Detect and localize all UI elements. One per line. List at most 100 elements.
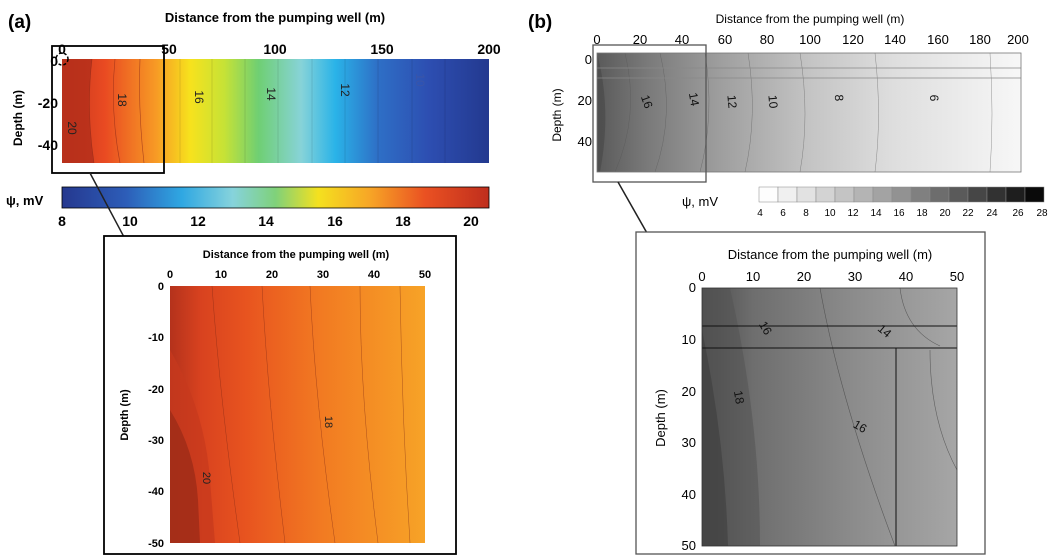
inset-ytick: -20 [148,384,164,396]
colorbar-tick: 10 [122,213,138,229]
panel-a-inset-xticks: 0 10 20 30 40 50 [167,269,431,281]
colorbar-swatch [986,186,1007,203]
panel-b-xtick: 100 [799,32,821,47]
colorbar-swatch [948,186,969,203]
panel-a-contour-labels: 18 20 16 14 12 10 [65,73,427,135]
inset-ytick: 10 [682,332,696,347]
panel-b-xtick: 60 [718,32,732,47]
colorbar-swatch [967,186,988,203]
contour-line [699,52,710,173]
colorbar-tick: 10 [824,208,836,219]
panel-b-inset-ylabel: Depth (m) [653,389,668,447]
contour-label: 10 [765,94,780,109]
panel-a-zoom-box [51,45,165,174]
colorbar-tick: 20 [463,213,479,229]
panel-a-xticks: 0 50 100 150 200 [58,41,501,57]
contour-line [614,52,631,173]
panel-a-inset-contour-labels: 18 20 [200,416,334,484]
panel-b-ytick: 20 [578,93,592,108]
panel-b-ylabel: Depth (m) [550,88,564,141]
inset-xtick: 30 [848,269,862,284]
contour-line [654,52,667,173]
inset-xtick: 20 [266,269,278,281]
colorbar-swatch [1024,186,1045,203]
colorbar-tick: 14 [258,213,274,229]
contour-line [744,52,753,173]
panel-b-xtick: 80 [760,32,774,47]
panel-b-inset-xticks: 0 10 20 30 40 50 [698,269,964,284]
panel-a-ytick: 0 [50,53,58,69]
panel-a-ytick: -40 [38,137,58,153]
panel-a-colorbar [61,186,490,209]
inset-ytick: 0 [689,280,696,295]
colorbar-tick: 18 [916,208,928,219]
colorbar-tick: 12 [190,213,206,229]
contour-line [929,349,958,471]
panel-a-inset-contours [170,285,411,544]
colorbar-tick: 28 [1036,208,1048,219]
contour-label: 12 [338,83,352,97]
panel-b-xtick: 180 [969,32,991,47]
panel-b-inset-contour-lines [819,287,958,547]
colorbar-tick: 8 [58,213,66,229]
contour-label: 10 [413,73,427,87]
panel-b-contour-lines [614,52,993,173]
inset-ytick: -30 [148,435,164,447]
colorbar-tick: 6 [780,208,786,219]
panel-a-inset-ylabel: Depth (m) [119,389,131,441]
colorbar-swatch [815,186,836,203]
colorbar-swatch [777,186,798,203]
panel-a-xtick: 150 [370,41,394,57]
panel-a-inset-xlabel: Distance from the pumping well (m) [203,249,390,261]
contour-label: 20 [200,472,212,484]
panel-b-heatmap-border [596,52,1022,173]
panel-a-heatmap [62,59,489,163]
inset-xtick: 50 [419,269,431,281]
inset-ytick: 0 [158,281,164,293]
inset-ytick: -50 [148,538,164,550]
panel-b-xtick: 160 [927,32,949,47]
inset-ytick: 30 [682,435,696,450]
contour-line [139,58,145,164]
contour-label: 18 [322,416,334,428]
panel-b-zoom-box [592,44,707,183]
colorbar-tick: 22 [962,208,974,219]
panel-b-contour-fill [597,53,606,172]
inset-contour-fill [702,330,728,546]
panel-b-inset-xlabel: Distance from the pumping well (m) [728,247,932,262]
panel-a-xlabel: Distance from the pumping well (m) [165,10,385,25]
panel-a-contour-fill [62,59,94,163]
inset-xtick: 50 [950,269,964,284]
contour-label: 8 [832,94,846,101]
colorbar-swatch [853,186,874,203]
contour-line [819,287,896,547]
colorbar-swatch [834,186,855,203]
colorbar-tick: 14 [870,208,882,219]
contour-label: 14 [264,87,278,101]
panel-a-inset-yticks: 0 -10 -20 -30 -40 -50 [148,281,164,550]
colorbar-tick: 18 [395,213,411,229]
contour-label: 18 [731,390,747,406]
colorbar-tick: 20 [939,208,951,219]
colorbar-tick: 4 [757,208,763,219]
contour-label: 20 [65,121,79,135]
panel-b-inset-yticks: 0 10 20 30 40 50 [682,280,696,553]
panel-a-band-lines [179,59,446,163]
panel-b-xtick: 40 [675,32,689,47]
inset-xtick: 10 [746,269,760,284]
panel-a-inset-heatmap [170,286,425,543]
panel-b-contour-labels: 16 14 12 10 8 6 [638,92,941,111]
colorbar-swatch [796,186,817,203]
colorbar-swatch [910,186,931,203]
panel-b-inset-border [701,287,958,547]
inset-ytick: 40 [682,487,696,502]
contour-line [309,285,336,544]
contour-line [211,285,241,544]
inset-ytick: -10 [148,332,164,344]
inset-ytick: 20 [682,384,696,399]
panel-b-xtick: 0 [593,32,600,47]
inset-xtick: 10 [215,269,227,281]
colorbar-tick: 8 [803,208,809,219]
colorbar-tick: 12 [847,208,859,219]
panel-b-heatmap [597,53,1021,172]
